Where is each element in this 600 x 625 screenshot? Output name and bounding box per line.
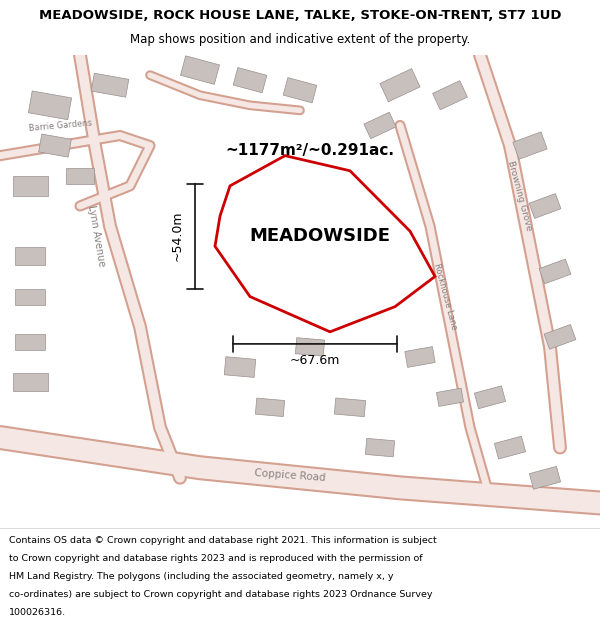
Polygon shape — [334, 398, 365, 417]
Polygon shape — [181, 56, 220, 84]
Text: MEADOWSIDE, ROCK HOUSE LANE, TALKE, STOKE-ON-TRENT, ST7 1UD: MEADOWSIDE, ROCK HOUSE LANE, TALKE, STOK… — [39, 9, 561, 22]
Polygon shape — [256, 398, 284, 417]
Polygon shape — [475, 386, 506, 409]
Polygon shape — [215, 156, 435, 332]
Text: ~1177m²/~0.291ac.: ~1177m²/~0.291ac. — [226, 143, 395, 158]
Polygon shape — [405, 347, 435, 368]
Polygon shape — [13, 373, 47, 391]
Text: ~54.0m: ~54.0m — [170, 211, 184, 261]
Polygon shape — [539, 259, 571, 284]
Text: Rockhouse Lane: Rockhouse Lane — [432, 262, 458, 331]
Polygon shape — [13, 176, 47, 196]
Text: Map shows position and indicative extent of the property.: Map shows position and indicative extent… — [130, 33, 470, 46]
Polygon shape — [15, 289, 45, 304]
Polygon shape — [15, 334, 45, 350]
Polygon shape — [283, 78, 317, 103]
Polygon shape — [494, 436, 526, 459]
Text: to Crown copyright and database rights 2023 and is reproduced with the permissio: to Crown copyright and database rights 2… — [9, 554, 422, 562]
Polygon shape — [38, 134, 71, 157]
Polygon shape — [436, 388, 464, 406]
Polygon shape — [233, 68, 267, 93]
Text: Browning Grove: Browning Grove — [506, 160, 533, 232]
Polygon shape — [28, 91, 71, 120]
Polygon shape — [91, 73, 129, 97]
Text: Contains OS data © Crown copyright and database right 2021. This information is : Contains OS data © Crown copyright and d… — [9, 536, 437, 545]
Polygon shape — [66, 168, 94, 184]
Polygon shape — [365, 438, 395, 457]
Polygon shape — [529, 466, 560, 489]
Text: MEADOWSIDE: MEADOWSIDE — [250, 228, 391, 245]
Text: ~67.6m: ~67.6m — [290, 354, 340, 366]
Text: Barrie Gardens: Barrie Gardens — [28, 118, 92, 132]
Text: co-ordinates) are subject to Crown copyright and database rights 2023 Ordnance S: co-ordinates) are subject to Crown copyr… — [9, 589, 433, 599]
Polygon shape — [529, 194, 561, 218]
Text: 100026316.: 100026316. — [9, 608, 66, 616]
Polygon shape — [513, 132, 547, 159]
Polygon shape — [224, 357, 256, 377]
Text: Coppice Road: Coppice Road — [254, 468, 326, 483]
Polygon shape — [15, 248, 45, 266]
Text: Lynn Avenue: Lynn Avenue — [86, 204, 106, 268]
Polygon shape — [364, 112, 396, 139]
Polygon shape — [295, 338, 325, 356]
Polygon shape — [544, 324, 576, 349]
Polygon shape — [433, 81, 467, 110]
Polygon shape — [380, 69, 420, 102]
Text: HM Land Registry. The polygons (including the associated geometry, namely x, y: HM Land Registry. The polygons (includin… — [9, 572, 394, 581]
